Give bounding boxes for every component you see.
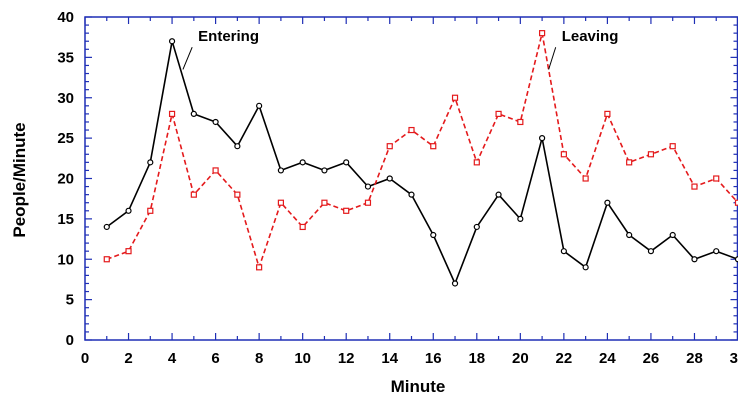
annotation-label-entering: Entering xyxy=(198,28,259,45)
data-point-entering xyxy=(257,103,262,108)
data-point-leaving xyxy=(605,111,610,116)
data-point-entering xyxy=(540,136,545,141)
data-point-leaving xyxy=(257,265,262,270)
series-layer xyxy=(104,31,738,286)
axes: 0246810121416182022242628300510152025303… xyxy=(57,9,738,367)
data-point-entering xyxy=(191,111,196,116)
annotations: Entering Leaving xyxy=(183,28,618,69)
data-point-entering xyxy=(627,233,632,238)
data-point-entering xyxy=(670,233,675,238)
data-point-entering xyxy=(583,265,588,270)
y-tick-label: 40 xyxy=(57,9,74,26)
data-point-leaving xyxy=(714,176,719,181)
data-point-leaving xyxy=(300,224,305,229)
x-tick-label: 8 xyxy=(255,350,263,367)
data-point-entering xyxy=(431,233,436,238)
data-point-entering xyxy=(344,160,349,165)
data-point-leaving xyxy=(453,95,458,100)
data-point-leaving xyxy=(496,111,501,116)
annotation-leader-leaving xyxy=(549,47,556,69)
data-point-leaving xyxy=(365,200,370,205)
data-point-entering xyxy=(148,160,153,165)
data-point-entering xyxy=(126,208,131,213)
data-point-entering xyxy=(235,144,240,149)
x-tick-label: 20 xyxy=(512,350,529,367)
data-point-entering xyxy=(453,281,458,286)
data-point-entering xyxy=(409,192,414,197)
data-point-entering xyxy=(648,249,653,254)
data-point-leaving xyxy=(191,192,196,197)
data-point-leaving xyxy=(148,208,153,213)
data-point-entering xyxy=(387,176,392,181)
x-tick-label: 18 xyxy=(468,350,485,367)
data-point-entering xyxy=(365,184,370,189)
data-point-leaving xyxy=(170,111,175,116)
data-point-entering xyxy=(474,224,479,229)
data-point-leaving xyxy=(322,200,327,205)
data-point-entering xyxy=(322,168,327,173)
y-tick-label: 25 xyxy=(57,130,74,147)
data-point-entering xyxy=(518,216,523,221)
plot-frame xyxy=(85,17,738,340)
series-line-leaving xyxy=(107,33,738,267)
x-tick-label: 0 xyxy=(81,350,89,367)
x-tick-label: 2 xyxy=(124,350,132,367)
data-point-entering xyxy=(714,249,719,254)
data-point-entering xyxy=(692,257,697,262)
data-point-leaving xyxy=(518,119,523,124)
annotation-leader-entering xyxy=(183,47,192,69)
data-point-entering xyxy=(170,39,175,44)
data-point-leaving xyxy=(126,249,131,254)
x-tick-label: 22 xyxy=(556,350,573,367)
data-point-leaving xyxy=(213,168,218,173)
data-point-leaving xyxy=(540,31,545,36)
data-point-leaving xyxy=(692,184,697,189)
data-point-leaving xyxy=(431,144,436,149)
x-tick-label: 12 xyxy=(338,350,355,367)
data-point-leaving xyxy=(583,176,588,181)
data-point-entering xyxy=(496,192,501,197)
x-tick-label: 10 xyxy=(294,350,311,367)
annotation-label-leaving: Leaving xyxy=(562,28,619,45)
x-tick-label: 30 xyxy=(730,350,738,367)
y-tick-label: 15 xyxy=(57,211,74,228)
data-point-leaving xyxy=(648,152,653,157)
x-tick-label: 24 xyxy=(599,350,616,367)
y-tick-label: 5 xyxy=(66,292,74,309)
data-point-leaving xyxy=(561,152,566,157)
data-point-leaving xyxy=(387,144,392,149)
data-point-entering xyxy=(278,168,283,173)
x-tick-label: 28 xyxy=(686,350,703,367)
y-tick-label: 30 xyxy=(57,90,74,107)
series-line-entering xyxy=(107,41,738,283)
data-point-leaving xyxy=(344,208,349,213)
y-axis-title: People/Minute xyxy=(10,122,29,237)
data-point-entering xyxy=(300,160,305,165)
data-point-leaving xyxy=(104,257,109,262)
data-point-leaving xyxy=(670,144,675,149)
data-point-leaving xyxy=(235,192,240,197)
y-tick-label: 20 xyxy=(57,171,74,188)
x-tick-label: 4 xyxy=(168,350,177,367)
data-point-entering xyxy=(561,249,566,254)
y-tick-label: 10 xyxy=(57,251,74,268)
data-point-leaving xyxy=(627,160,632,165)
data-point-entering xyxy=(605,200,610,205)
data-point-entering xyxy=(213,119,218,124)
data-point-leaving xyxy=(409,128,414,133)
x-tick-label: 14 xyxy=(381,350,398,367)
y-tick-label: 35 xyxy=(57,49,74,66)
data-point-leaving xyxy=(278,200,283,205)
x-tick-label: 26 xyxy=(643,350,660,367)
x-axis-title: Minute xyxy=(391,377,446,396)
y-tick-label: 0 xyxy=(66,332,74,349)
data-point-entering xyxy=(104,224,109,229)
data-point-leaving xyxy=(474,160,479,165)
x-tick-label: 6 xyxy=(211,350,219,367)
x-tick-label: 16 xyxy=(425,350,442,367)
